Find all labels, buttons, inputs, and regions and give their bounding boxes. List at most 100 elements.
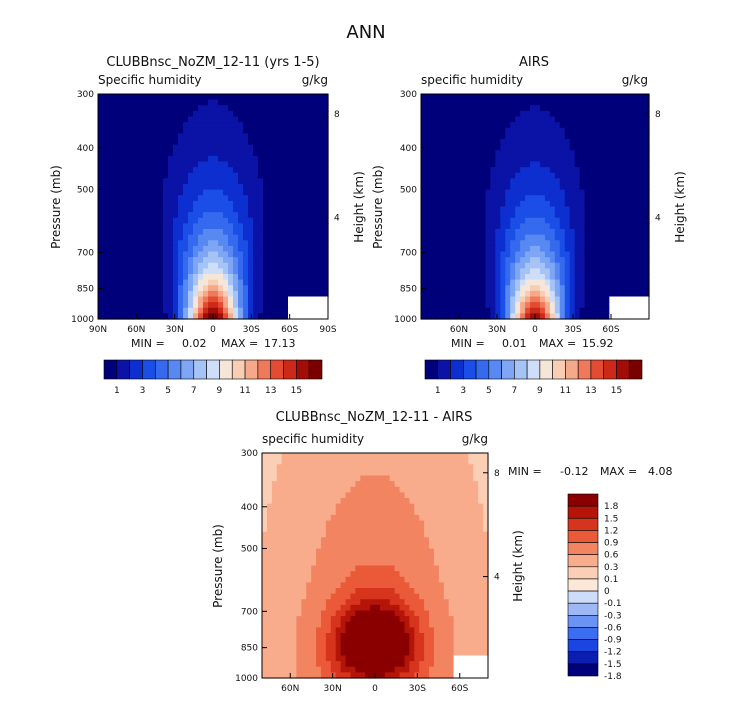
field-cell <box>569 234 576 241</box>
field-cell <box>483 526 489 533</box>
field-cell <box>238 257 244 264</box>
panel-obs-title: AIRS <box>519 55 549 70</box>
field-cell <box>510 133 516 140</box>
field-cell <box>248 296 254 303</box>
field-cell <box>639 234 645 241</box>
field-cell <box>163 279 169 286</box>
field-cell <box>268 184 274 191</box>
field-cell <box>480 296 487 303</box>
field-cell <box>589 161 596 168</box>
field-cell <box>298 245 304 253</box>
field-cell <box>143 223 149 230</box>
field-cell <box>399 453 406 460</box>
field-cell <box>470 290 477 298</box>
field-cell <box>263 279 269 286</box>
field-cell <box>153 105 159 112</box>
field-cell <box>178 223 184 230</box>
field-cell <box>544 296 551 303</box>
field-cell <box>148 212 154 219</box>
field-cell <box>435 178 442 185</box>
field-cell <box>365 509 371 516</box>
field-cell <box>281 486 288 493</box>
field-cell <box>458 481 465 488</box>
field-cell <box>409 509 415 516</box>
field-cell <box>128 307 134 314</box>
field-cell <box>323 302 329 309</box>
field-cell <box>163 110 169 118</box>
field-cell <box>440 223 447 230</box>
field-cell <box>286 543 293 550</box>
field-cell <box>619 279 625 286</box>
field-cell <box>168 122 174 129</box>
field-cell <box>163 139 169 146</box>
field-cell <box>268 178 274 185</box>
field-cell <box>419 458 425 465</box>
field-cell <box>574 268 581 275</box>
field-cell <box>183 144 189 151</box>
field-cell <box>168 200 174 208</box>
field-cell <box>108 313 114 320</box>
field-cell <box>281 475 288 482</box>
field-cell <box>414 458 420 465</box>
field-cell <box>203 307 209 314</box>
colorbar-box <box>180 359 195 380</box>
field-cell <box>579 139 586 146</box>
field-cell <box>323 195 329 202</box>
field-cell <box>624 223 630 230</box>
field-cell <box>281 498 288 505</box>
field-cell <box>233 116 239 123</box>
field-cell <box>619 307 625 314</box>
field-cell <box>335 481 342 488</box>
field-cell <box>425 313 432 320</box>
field-cell <box>113 178 119 185</box>
field-cell <box>424 526 430 533</box>
field-cell <box>198 234 204 241</box>
field-cell <box>409 464 415 471</box>
field-cell <box>495 268 501 275</box>
field-cell <box>113 195 119 202</box>
field-cell <box>330 492 337 499</box>
field-cell <box>318 290 324 298</box>
field-cell <box>445 313 452 320</box>
field-cell <box>128 133 134 140</box>
field-cell <box>243 302 249 309</box>
field-cell <box>453 453 460 460</box>
field-cell <box>198 296 204 303</box>
field-cell <box>98 99 104 106</box>
field-cell <box>148 262 154 269</box>
field-cell <box>193 110 199 118</box>
field-cell <box>429 469 435 477</box>
field-cell <box>188 155 194 163</box>
field-cell <box>468 481 474 488</box>
field-cell <box>574 94 581 101</box>
field-cell <box>298 234 304 241</box>
field-cell <box>589 105 596 112</box>
field-cell <box>203 127 209 134</box>
field-cell <box>450 150 457 157</box>
pressure-tick-label: 400 <box>77 144 94 154</box>
field-cell <box>604 285 610 292</box>
field-cell <box>178 262 184 269</box>
field-cell <box>213 313 219 320</box>
field-cell <box>128 274 134 281</box>
field-cell <box>525 206 531 213</box>
field-cell <box>535 133 541 140</box>
field-cell <box>370 543 376 550</box>
colorbar-label: 1 <box>435 386 441 396</box>
field-cell <box>291 492 297 499</box>
field-cell <box>313 212 319 219</box>
field-cell <box>473 554 479 561</box>
field-cell <box>330 453 337 460</box>
field-cell <box>286 458 293 465</box>
field-cell <box>443 475 450 482</box>
field-cell <box>303 167 309 174</box>
field-cell <box>350 453 356 460</box>
field-cell <box>276 537 283 544</box>
field-cell <box>639 313 645 320</box>
field-cell <box>379 571 386 578</box>
field-cell <box>419 576 425 583</box>
field-cell <box>128 110 134 118</box>
field-cell <box>419 509 425 516</box>
field-cell <box>559 217 566 224</box>
field-cell <box>355 576 361 583</box>
